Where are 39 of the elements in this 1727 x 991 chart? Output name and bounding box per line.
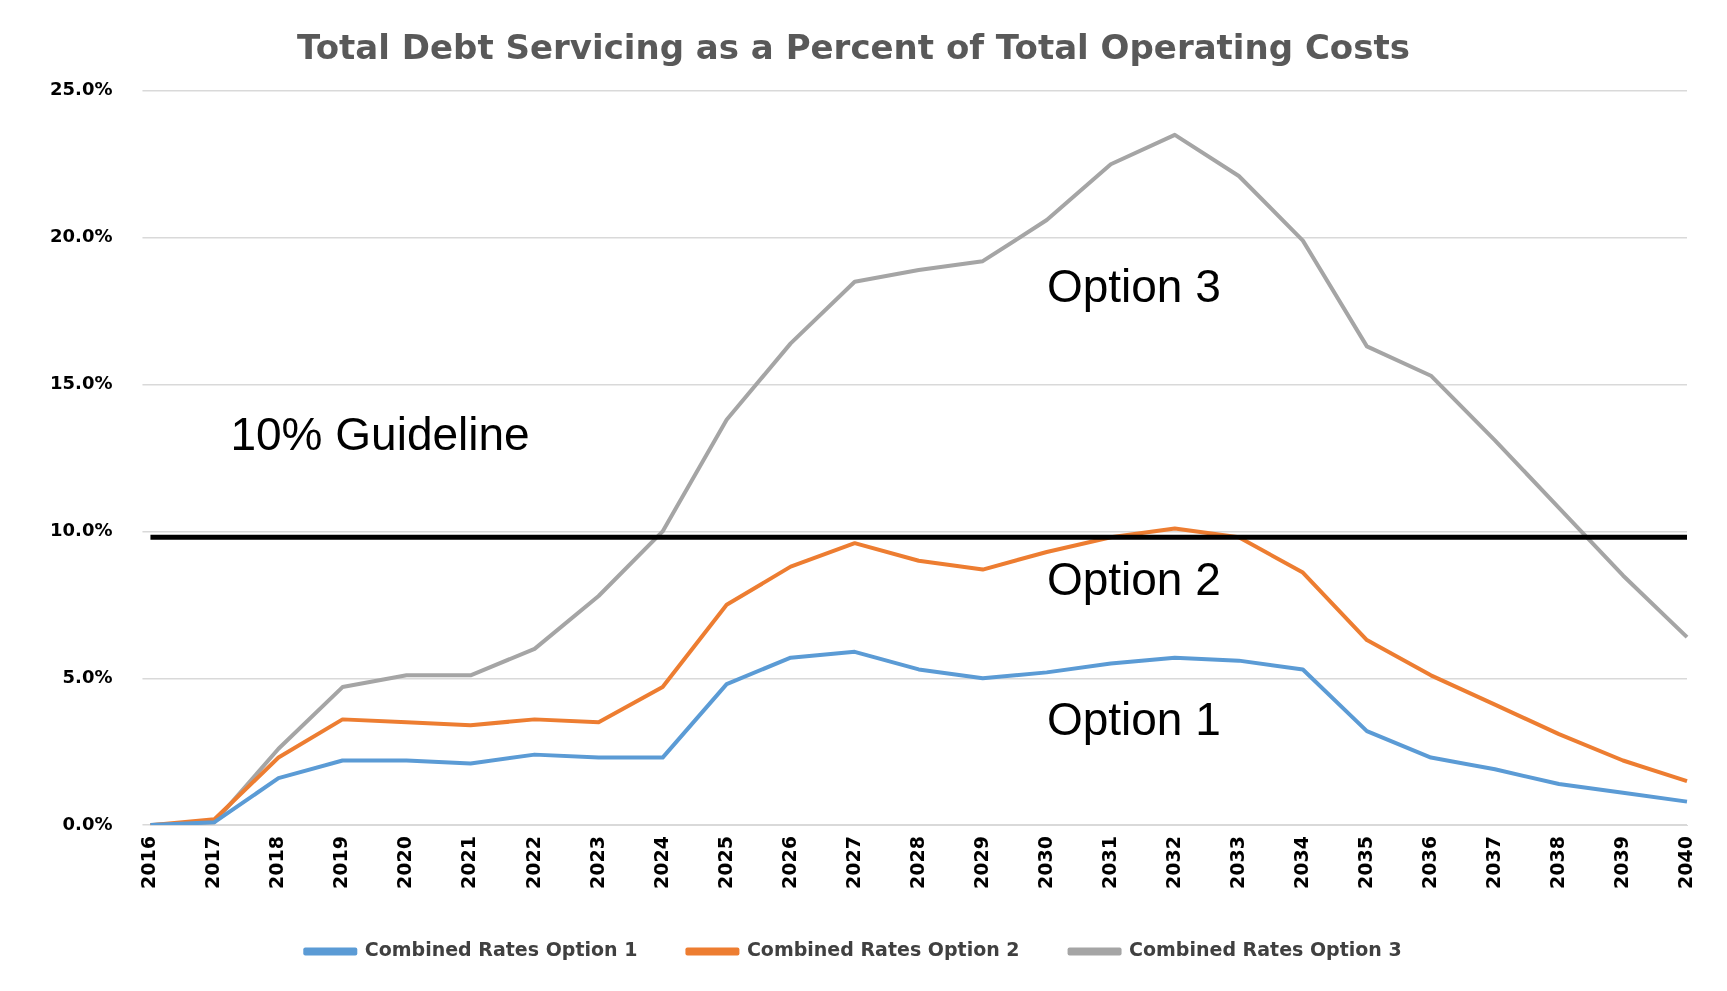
- legend-label: Combined Rates Option 3: [1129, 938, 1402, 961]
- annotation: Option 2: [1046, 553, 1221, 606]
- x-tick-label: 2033: [1225, 836, 1248, 890]
- x-tick-label: 2040: [1673, 836, 1696, 890]
- x-tick-label: 2017: [201, 836, 224, 890]
- x-tick-label: 2023: [585, 836, 608, 890]
- x-tick-label: 2021: [457, 836, 480, 890]
- x-tick-label: 2030: [1033, 836, 1056, 890]
- x-tick-label: 2038: [1545, 836, 1568, 890]
- y-tick-label: 0.0%: [62, 812, 113, 834]
- x-tick-label: 2018: [265, 836, 288, 890]
- x-tick-label: 2022: [521, 836, 544, 890]
- x-tick-label: 2019: [329, 836, 352, 890]
- annotation: Option 3: [1046, 259, 1221, 312]
- y-tick-label: 20.0%: [49, 225, 113, 247]
- x-tick-label: 2039: [1609, 836, 1632, 890]
- x-tick-label: 2029: [969, 836, 992, 890]
- x-tick-label: 2016: [137, 836, 160, 890]
- legend-label: Combined Rates Option 1: [364, 938, 638, 961]
- x-tick-label: 2027: [841, 836, 864, 890]
- y-tick-label: 25.0%: [49, 78, 113, 100]
- x-tick-label: 2037: [1481, 836, 1504, 890]
- x-tick-label: 2032: [1161, 836, 1184, 890]
- x-tick-label: 2036: [1417, 836, 1440, 890]
- x-tick-label: 2020: [393, 836, 416, 890]
- chart-title: Total Debt Servicing as a Percent of Total Operating Costs: [297, 27, 1410, 68]
- annotation: Option 1: [1046, 693, 1221, 745]
- x-tick-label: 2034: [1289, 836, 1312, 890]
- x-tick-label: 2026: [777, 836, 800, 890]
- x-tick-label: 2028: [905, 836, 928, 890]
- y-tick-label: 10.0%: [49, 519, 113, 541]
- legend-label: Combined Rates Option 2: [746, 938, 1020, 961]
- x-tick-label: 2024: [649, 836, 672, 890]
- x-tick-label: 2035: [1353, 836, 1376, 890]
- x-tick-label: 2031: [1097, 836, 1120, 890]
- y-tick-label: 15.0%: [49, 372, 113, 394]
- y-tick-label: 5.0%: [62, 665, 113, 687]
- x-tick-label: 2025: [713, 836, 736, 890]
- ref-line-label: 10% Guideline: [230, 407, 530, 460]
